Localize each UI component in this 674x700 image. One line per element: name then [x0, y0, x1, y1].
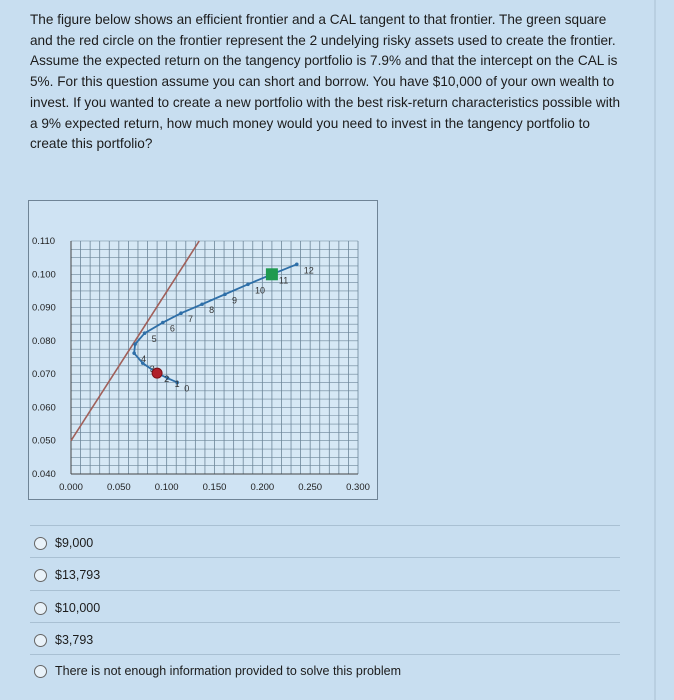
radio-button[interactable] — [34, 536, 47, 550]
y-tick-label: 0.080 — [32, 336, 56, 347]
divider — [30, 525, 620, 526]
y-tick-label: 0.070 — [32, 369, 56, 380]
y-tick-label: 0.060 — [32, 402, 56, 413]
panel-edge — [654, 0, 656, 700]
option-5[interactable]: There is not enough information provided… — [34, 664, 401, 678]
x-tick-label: 0.150 — [203, 482, 227, 493]
frontier-point-label: 4 — [141, 354, 146, 364]
x-tick-label: 0.050 — [107, 482, 131, 493]
option-4[interactable]: $3,793 — [34, 633, 93, 647]
frontier-point — [246, 282, 250, 287]
frontier-chart: 0.040 0.050 0.060 0.070 0.080 0.090 0.100 0.110… — [28, 200, 378, 500]
option-2[interactable]: $13,793 — [34, 568, 100, 582]
frontier-point-label: 12 — [304, 265, 314, 275]
x-tick-label: 0.300 — [346, 482, 370, 493]
question-text: The figure below shows an efficient fron… — [30, 12, 621, 152]
option-3[interactable]: $10,000 — [34, 601, 100, 615]
frontier-point — [161, 320, 165, 325]
frontier-point-label: 10 — [255, 285, 265, 295]
frontier-point — [132, 351, 136, 355]
option-label: $3,793 — [55, 633, 94, 647]
divider — [30, 654, 620, 655]
frontier-point — [200, 302, 204, 307]
red-circle-asset — [151, 367, 163, 379]
radio-button[interactable] — [34, 568, 47, 582]
option-label: $13,793 — [55, 568, 101, 582]
frontier-point — [223, 292, 227, 297]
y-tick-label: 0.040 — [32, 469, 56, 480]
green-square-asset — [265, 268, 278, 281]
frontier-point-label: 6 — [170, 324, 175, 334]
x-tick-label: 0.200 — [250, 482, 274, 493]
y-tick-label: 0.050 — [32, 436, 56, 447]
y-tick-label: 0.100 — [32, 269, 56, 280]
frontier-point-label: 8 — [209, 305, 214, 315]
frontier-point — [133, 342, 137, 346]
frontier-point — [175, 380, 179, 385]
radio-button[interactable] — [34, 633, 47, 647]
divider — [30, 557, 620, 558]
frontier-point-label: 0 — [184, 383, 189, 393]
option-label: $10,000 — [55, 601, 101, 615]
option-label: There is not enough information provided… — [55, 664, 402, 678]
frontier-point-label: 1 — [175, 379, 180, 389]
x-tick-label: 0.250 — [298, 482, 322, 493]
frontier-point-label: 9 — [232, 295, 237, 305]
frontier-point — [165, 376, 170, 380]
divider — [30, 622, 620, 623]
frontier-point-label: 11 — [279, 275, 288, 285]
radio-button[interactable] — [34, 601, 47, 615]
option-1[interactable]: $9,000 — [34, 536, 93, 550]
y-tick-label: 0.090 — [32, 303, 56, 314]
frontier-point-label: 7 — [188, 314, 193, 324]
frontier-point — [140, 361, 145, 365]
frontier-point-label: 2 — [164, 374, 169, 384]
frontier-point — [142, 331, 147, 336]
radio-button[interactable] — [34, 664, 47, 678]
frontier-point-label: 3 — [150, 364, 155, 374]
cal-line — [70, 240, 200, 442]
frontier-point — [294, 262, 299, 267]
divider — [30, 590, 620, 591]
x-tick-label: 0.000 — [59, 482, 83, 493]
x-tick-label: 0.100 — [155, 482, 179, 493]
y-tick-label: 0.110 — [32, 236, 55, 247]
frontier-point — [179, 311, 183, 316]
frontier-point-label: 5 — [152, 334, 157, 344]
option-label: $9,000 — [55, 536, 94, 550]
